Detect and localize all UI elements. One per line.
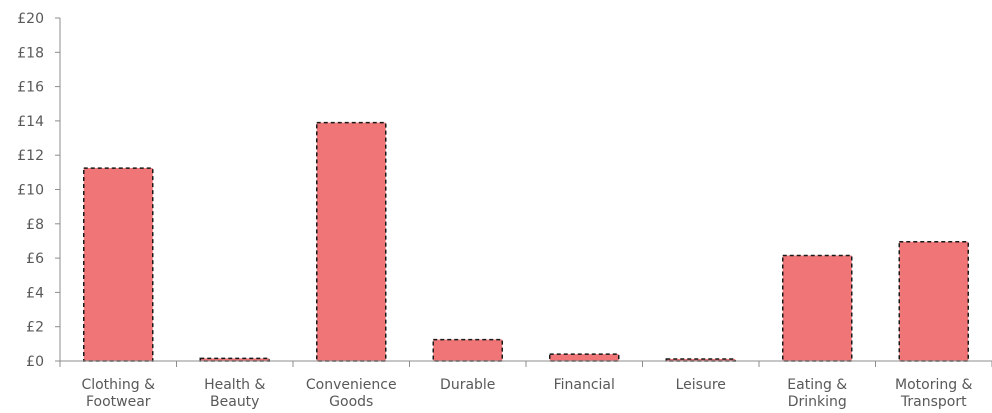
x-tick-label-line: Convenience: [306, 377, 397, 393]
x-tick-label: Durable: [440, 377, 495, 393]
x-tick-label: Convenience Goods: [306, 377, 397, 410]
y-tick-label: £8: [26, 217, 44, 233]
y-tick-label: £20: [17, 11, 44, 27]
x-tick-label: Leisure: [676, 377, 726, 393]
x-tick-label-line: Eating &: [787, 377, 847, 393]
y-tick-label: £18: [17, 45, 44, 61]
bar: [316, 121, 387, 362]
x-tick-label-line: Health &: [204, 377, 265, 393]
y-tick-label: £10: [17, 183, 44, 199]
x-tick-label-line: Leisure: [676, 377, 726, 393]
x-tick-label: Clothing & Footwear: [81, 377, 155, 410]
x-axis: Clothing & Footwear Health & Beauty Convenie…: [59, 360, 992, 410]
bar: [549, 353, 620, 362]
x-tick-label: Health & Beauty: [204, 377, 265, 410]
y-tick-label: £0: [26, 354, 44, 370]
x-tick-label-line: Durable: [440, 377, 495, 393]
x-tick-label: Eating & Drinking: [787, 377, 847, 410]
y-axis: £0 £2 £4 £6 £8 £10 £12 £14 £16 £18 £20: [17, 11, 61, 370]
bar: [782, 254, 853, 362]
bar: [83, 167, 154, 362]
x-tick-label-line: Motoring &: [895, 377, 973, 393]
x-tick-label-line: Beauty: [210, 394, 259, 410]
x-tick-label-line: Goods: [329, 394, 373, 410]
y-tick-label: £4: [26, 285, 44, 301]
bar: [432, 338, 503, 362]
y-tick-label: £14: [17, 114, 44, 130]
x-tick-label: Financial: [554, 377, 615, 393]
bars: [83, 121, 969, 362]
y-tick-label: £16: [17, 80, 44, 96]
x-tick-label-line: Financial: [554, 377, 615, 393]
y-tick-label: £6: [26, 251, 44, 267]
x-tick-label-line: Clothing &: [81, 377, 155, 393]
bar: [898, 241, 969, 362]
y-tick-label: £12: [17, 148, 44, 164]
x-tick-label: Motoring & Transport: [895, 377, 973, 410]
x-tick-label-line: Footwear: [86, 394, 151, 410]
x-tick-label-line: Transport: [900, 394, 967, 410]
y-tick-label: £2: [26, 320, 44, 336]
x-tick-label-line: Drinking: [788, 394, 847, 410]
